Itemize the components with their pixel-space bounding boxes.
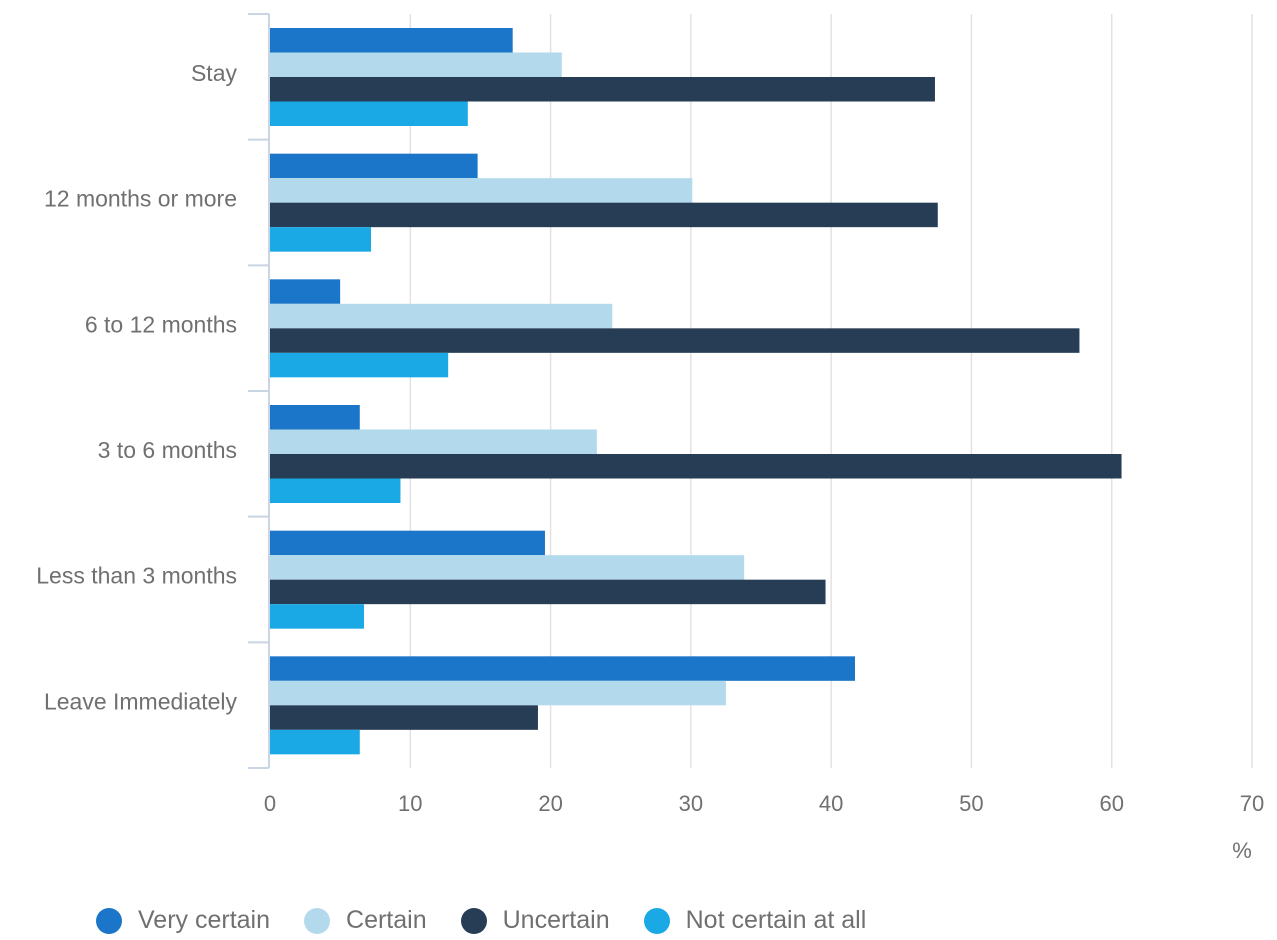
legend-label: Certain — [346, 906, 427, 934]
bar — [270, 101, 468, 126]
bars — [270, 28, 1122, 755]
bar — [270, 478, 401, 503]
bar — [270, 705, 538, 730]
bar — [270, 656, 855, 681]
bar — [270, 279, 341, 304]
category-label: Less than 3 months — [36, 563, 237, 589]
legend-label: Very certain — [138, 906, 271, 934]
bar — [270, 303, 613, 329]
x-tick-label: 40 — [819, 791, 843, 816]
bar — [270, 680, 726, 706]
x-tick-label: 20 — [538, 791, 562, 816]
bar — [270, 729, 360, 755]
bar — [270, 28, 513, 53]
bar — [270, 579, 826, 605]
bar — [270, 77, 935, 102]
category-label: 3 to 6 months — [98, 437, 237, 463]
bar-chart: Stay 12 months or more 6 to 12 months 3 to … — [36, 13, 1264, 863]
x-unit-label: % — [1232, 838, 1252, 863]
legend-item-not-certain-at-all: Not certain at all — [643, 906, 867, 935]
legend-swatch — [460, 907, 487, 934]
bar — [270, 202, 938, 228]
category-labels: Stay 12 months or more 6 to 12 months 3 to … — [36, 60, 237, 714]
x-tick-label: 0 — [264, 791, 276, 816]
legend-swatch — [304, 907, 331, 934]
bar — [270, 454, 1122, 479]
bar — [270, 178, 693, 203]
category-label: 12 months or more — [44, 186, 237, 212]
category-label: Stay — [191, 60, 238, 86]
bar — [270, 153, 478, 179]
bar — [270, 52, 562, 77]
legend-item-uncertain: Uncertain — [460, 906, 610, 935]
x-tick-label: 70 — [1240, 791, 1264, 816]
bar — [270, 530, 545, 556]
legend-swatch — [643, 907, 670, 934]
bar — [270, 555, 745, 580]
legend-label: Uncertain — [502, 906, 610, 934]
x-tick-labels: 0 10 20 30 40 50 60 70 — [264, 791, 1264, 816]
legend-label: Not certain at all — [685, 906, 867, 934]
x-tick-label: 10 — [398, 791, 422, 816]
bar — [270, 352, 449, 378]
bar — [270, 328, 1080, 353]
gridlines — [409, 14, 1253, 768]
legend: Very certain Certain Uncertain Not certa… — [96, 906, 900, 935]
x-tick-label: 30 — [679, 791, 703, 816]
legend-item-certain: Certain — [304, 906, 427, 935]
legend-item-very-certain: Very certain — [96, 906, 270, 935]
category-label: 6 to 12 months — [85, 311, 237, 337]
legend-swatch — [96, 907, 122, 934]
bar — [270, 604, 364, 629]
bar — [270, 429, 597, 454]
bar — [270, 227, 372, 252]
bar — [270, 405, 360, 430]
y-axis — [248, 13, 270, 769]
x-tick-label: 60 — [1099, 791, 1123, 816]
category-label: Leave Immediately — [44, 688, 238, 714]
x-tick-label: 50 — [959, 791, 983, 816]
